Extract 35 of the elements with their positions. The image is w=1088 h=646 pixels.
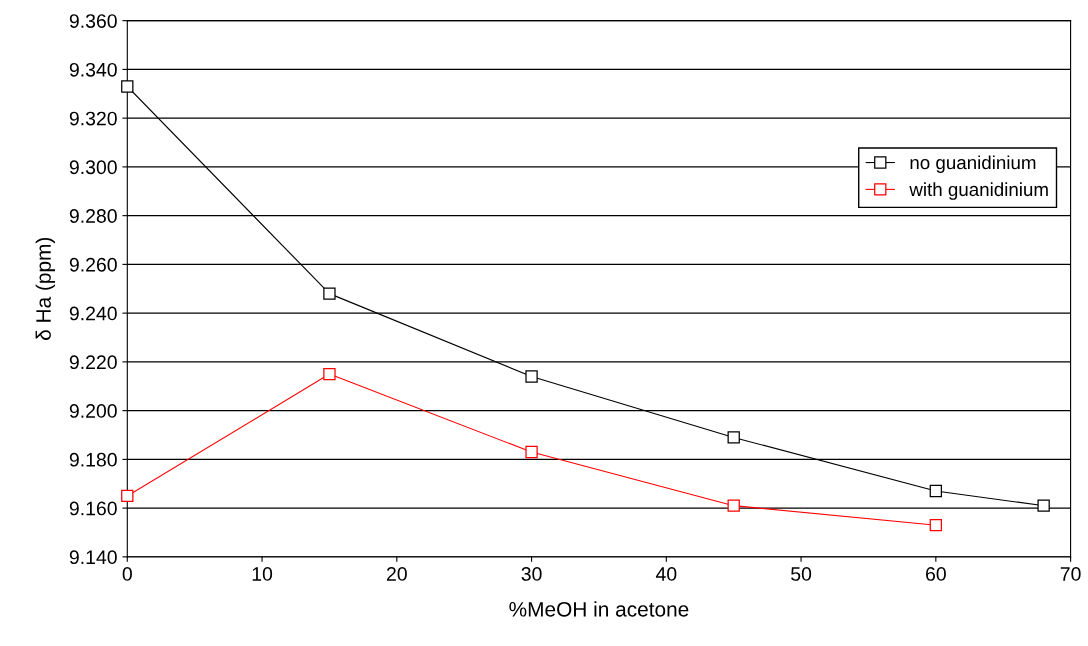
point	[121, 80, 134, 93]
point	[323, 287, 336, 300]
x-tick-label: 50	[791, 567, 812, 581]
y-tick-label: 9.140	[69, 550, 117, 565]
point	[929, 518, 943, 532]
x-tick-label: 10	[252, 567, 273, 581]
y-tick-label: 9.340	[69, 62, 117, 77]
point	[525, 370, 538, 383]
x-tick-label: 40	[655, 567, 677, 581]
y-tick-label: 9.320	[69, 111, 117, 126]
y-tick-label: 9.300	[69, 160, 117, 175]
x-tick-label: 70	[1060, 567, 1081, 581]
point	[727, 499, 740, 512]
y-tick-label: 9.220	[69, 355, 117, 370]
x-tick-label: 0	[122, 567, 132, 581]
y-tick-label: 9.280	[69, 209, 117, 223]
point	[525, 445, 538, 459]
y-axis-title: δ Ha (ppm)	[35, 237, 56, 340]
point	[929, 484, 943, 498]
x-tick-label: 60	[926, 567, 946, 581]
point	[1037, 499, 1050, 512]
y-tick-label: 9.200	[69, 404, 117, 418]
x-axis-title: %MeOH in acetone	[509, 601, 689, 617]
y-tick-label: 9.360	[69, 14, 117, 28]
y-tick-label: 9.180	[69, 452, 117, 467]
y-tick-label: 9.240	[69, 306, 117, 321]
legend-label: no guanidinium	[910, 155, 1036, 173]
point	[727, 431, 740, 444]
x-tick-label: 20	[386, 567, 407, 581]
legend-label: with guanidinium	[909, 182, 1048, 200]
point	[323, 367, 336, 381]
y-tick-label: 9.260	[69, 257, 117, 272]
y-tick-label: 9.160	[69, 501, 117, 516]
point	[121, 489, 134, 503]
x-tick-label: 30	[521, 567, 542, 581]
